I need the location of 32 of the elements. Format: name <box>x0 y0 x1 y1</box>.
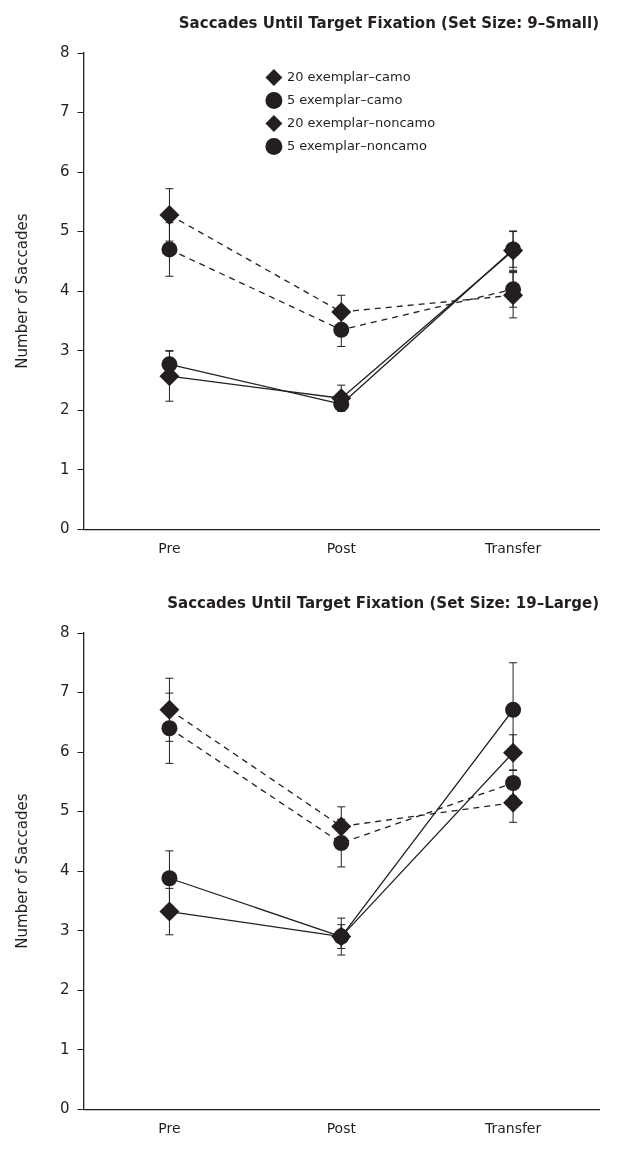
chart-title: Saccades Until Target Fixation (Set Size: 9–Small) <box>178 13 599 32</box>
x-tick-label: Post <box>326 1120 357 1137</box>
legend-label: 20 exemplar–noncamo <box>286 114 436 130</box>
y-tick-label: 7 <box>60 102 70 121</box>
y-tick-label: 6 <box>60 161 70 180</box>
chart-title: Saccades Until Target Fixation (Set Size: 19–Large) <box>167 593 599 612</box>
x-tick-label: Transfer <box>483 1120 542 1137</box>
y-tick-label: 4 <box>60 280 70 299</box>
y-tick-label: 2 <box>60 400 70 419</box>
y-tick-label: 1 <box>60 459 70 478</box>
y-axis-title: Number of Saccades <box>12 213 31 369</box>
y-tick-label: 2 <box>60 980 70 999</box>
y-tick-label: 3 <box>60 340 70 359</box>
x-tick-label: Transfer <box>483 540 542 557</box>
y-tick-label: 1 <box>60 1039 70 1058</box>
x-tick-label: Post <box>326 540 357 557</box>
legend-label: 5 exemplar–noncamo <box>286 137 427 153</box>
x-tick-label: Pre <box>158 540 181 557</box>
x-tick-label: Pre <box>158 1120 181 1137</box>
legend-label: 5 exemplar–camo <box>286 91 403 107</box>
y-tick-label: 7 <box>60 682 70 701</box>
y-tick-label: 4 <box>60 860 70 879</box>
y-tick-label: 0 <box>60 1099 70 1118</box>
y-tick-label: 3 <box>60 920 70 939</box>
y-axis-title: Number of Saccades <box>12 793 31 949</box>
legend-label: 20 exemplar–camo <box>286 68 411 84</box>
y-tick-label: 8 <box>60 42 70 61</box>
y-tick-label: 8 <box>60 622 70 641</box>
y-tick-label: 0 <box>60 519 70 538</box>
y-tick-label: 5 <box>60 221 70 240</box>
y-tick-label: 5 <box>60 801 70 820</box>
y-tick-label: 6 <box>60 741 70 760</box>
